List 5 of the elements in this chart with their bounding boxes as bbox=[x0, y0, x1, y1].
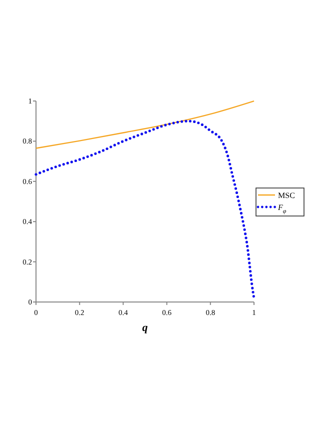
line-series bbox=[35, 100, 255, 149]
legend-label: MSC bbox=[278, 191, 295, 200]
legend-label: F$_{φ}$ bbox=[277, 203, 287, 215]
x-axis-title: q bbox=[142, 322, 148, 334]
line-series bbox=[34, 120, 256, 300]
